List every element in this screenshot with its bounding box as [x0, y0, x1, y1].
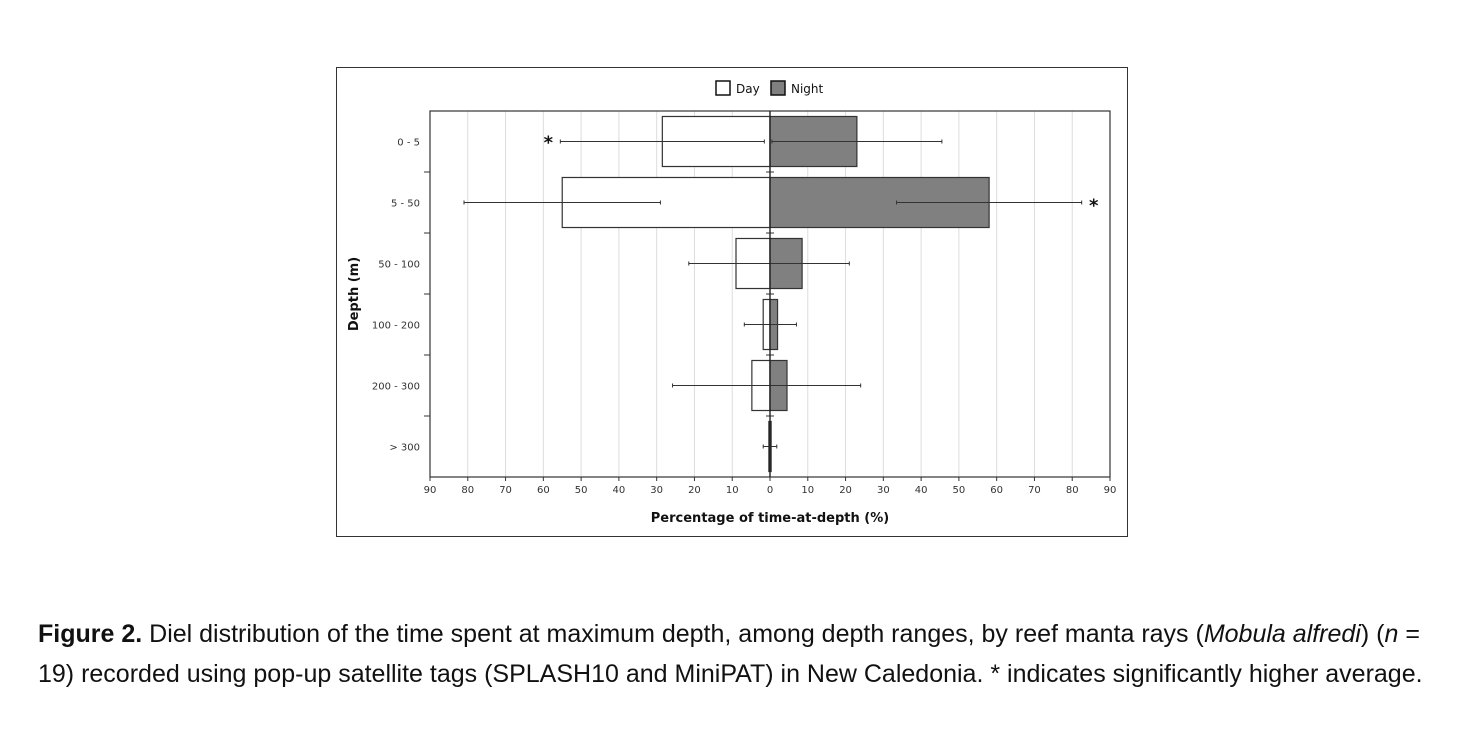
bars — [463, 115, 1083, 473]
x-tick-label: 0 — [767, 485, 773, 496]
x-tick-label: 30 — [650, 485, 663, 496]
x-tick-label: 90 — [1104, 485, 1117, 496]
labels: * 0 - 5 * 5 - 50 50 - 100 100 - 200 200 - 300 >… — [347, 133, 1099, 527]
x-axis-title: Percentage of time-at-depth (%) — [651, 511, 889, 526]
caption-text-3: = 19) recorded using pop-up satellite ta… — [38, 620, 1423, 688]
legend[interactable]: Day Night — [715, 80, 824, 96]
y-tick-label: 100 - 200 — [372, 321, 420, 332]
y-tick-label: 50 - 100 — [378, 260, 420, 271]
y-tick-label: 5 - 50 — [391, 199, 420, 210]
x-tick-label: 40 — [613, 485, 626, 496]
y-tick-label: 200 - 300 — [372, 382, 420, 393]
x-tick-label: 60 — [990, 485, 1003, 496]
x-tick-label: 20 — [688, 485, 701, 496]
x-tick-label: 90 — [424, 485, 437, 496]
x-tick-label: 80 — [461, 485, 474, 496]
x-tick-label: 20 — [839, 485, 852, 496]
x-tick-label: 10 — [801, 485, 814, 496]
significance-star-night: * — [1089, 196, 1099, 217]
x-tick-label: 10 — [726, 485, 739, 496]
axes: 90 80 70 60 50 40 30 20 10 0 10 20 30 40 50 60 70 80 90 — [424, 111, 1117, 496]
y-tick-label: 0 - 5 — [397, 138, 420, 149]
x-tick-label: 50 — [953, 485, 966, 496]
legend-swatch-day — [715, 80, 731, 96]
legend-swatch-night — [770, 80, 786, 96]
x-tick-label: 70 — [1028, 485, 1041, 496]
y-axis-title: Depth (m) — [347, 257, 362, 331]
x-tick-label: 70 — [499, 485, 512, 496]
x-tick-label: 50 — [575, 485, 588, 496]
x-tick-label: 30 — [877, 485, 890, 496]
x-tick-label: 40 — [915, 485, 928, 496]
caption-text-2: ) ( — [1360, 620, 1385, 648]
x-tick-label: 60 — [537, 485, 550, 496]
figure-caption: Figure 2. Diel distribution of the time … — [38, 614, 1438, 694]
caption-species: Mobula alfredi — [1203, 620, 1361, 648]
figure-frame — [336, 67, 1128, 537]
legend-label-day: Day — [736, 82, 760, 96]
legend-label-night: Night — [791, 82, 824, 96]
significance-star-day: * — [544, 133, 554, 154]
caption-text-1: Diel distribution of the time spent at m… — [142, 620, 1204, 648]
caption-label: Figure 2. — [38, 620, 143, 648]
x-tick-label: 80 — [1066, 485, 1079, 496]
y-tick-label: > 300 — [389, 443, 420, 454]
chart: 90 80 70 60 50 40 30 20 10 0 10 20 30 40 50 60 70 80 90 * 0… — [347, 80, 1117, 527]
caption-n-symbol: n — [1384, 620, 1399, 648]
